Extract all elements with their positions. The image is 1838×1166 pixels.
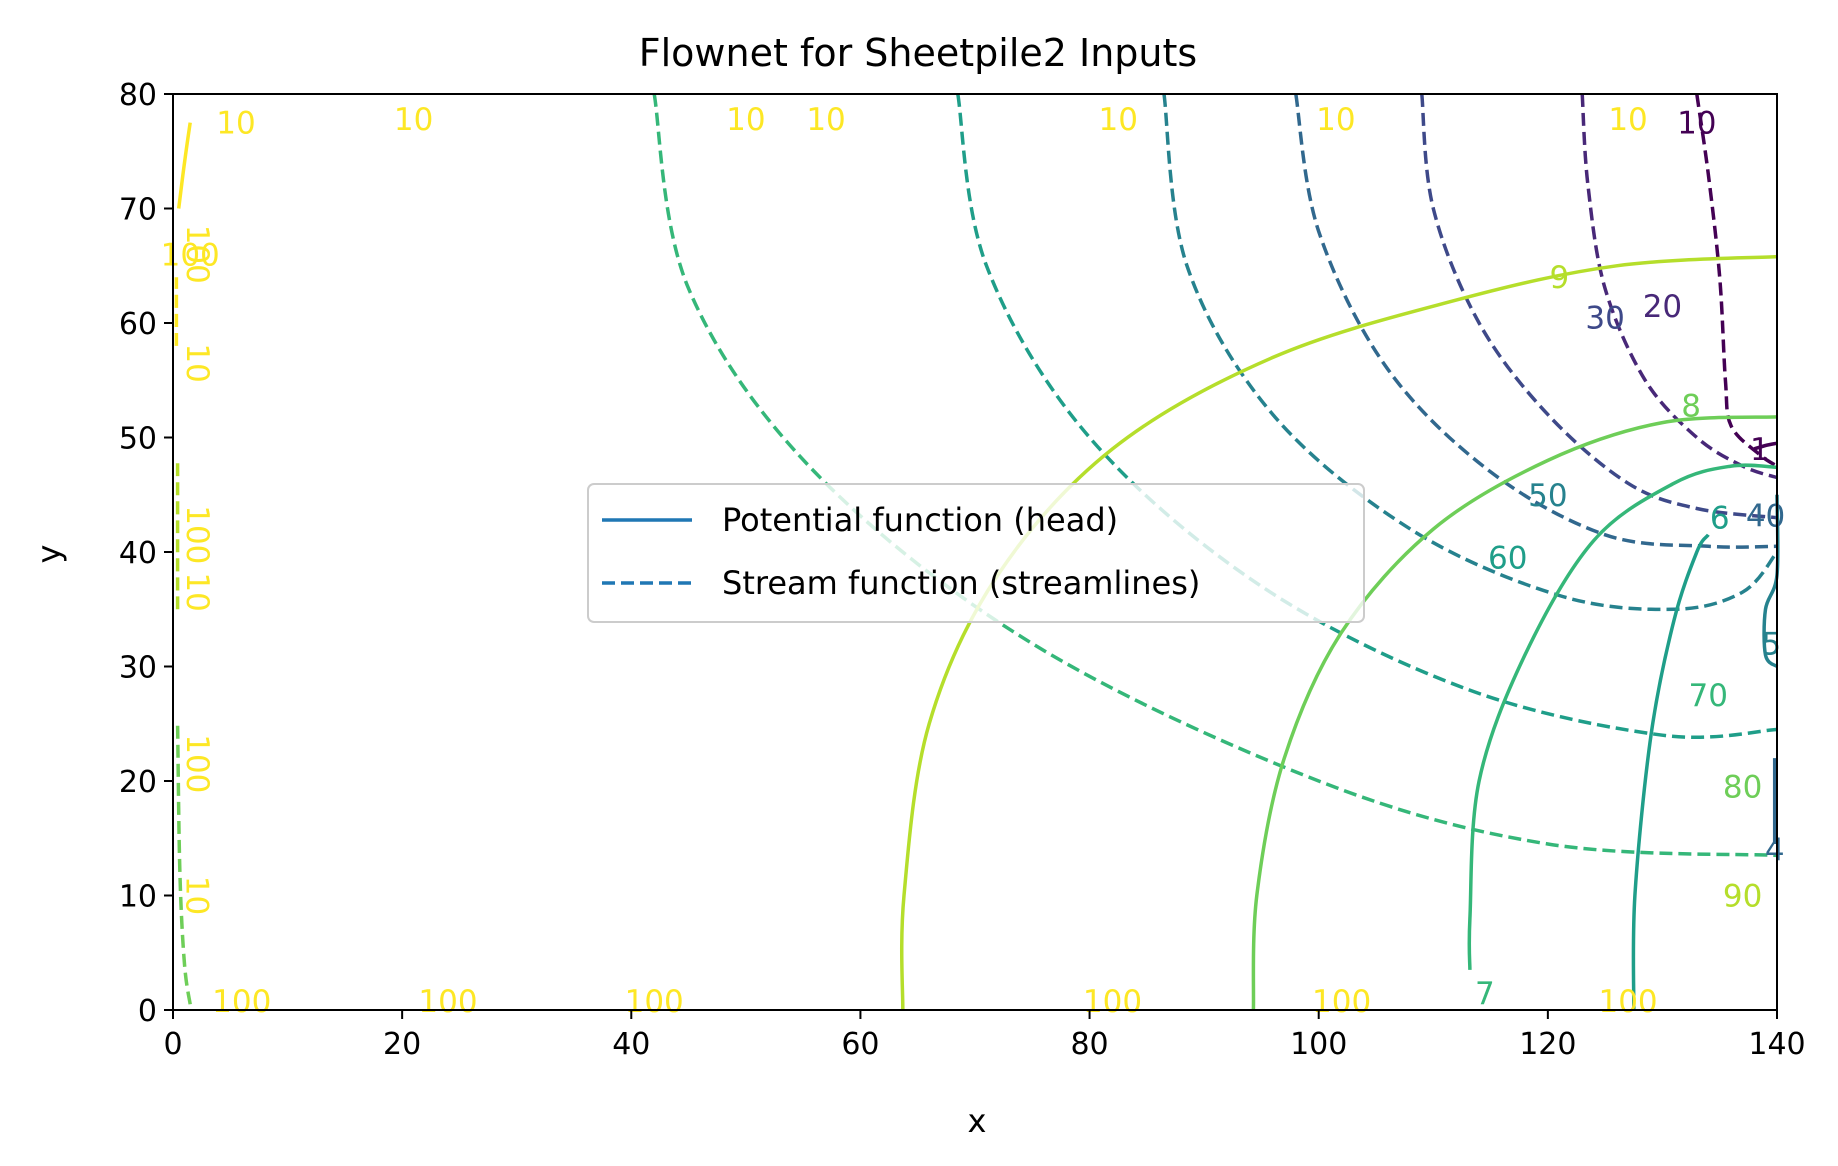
equipotential-line-10 <box>176 122 192 209</box>
x-tick-label: 60 <box>841 1027 879 1062</box>
x-tick-label: 120 <box>1519 1027 1576 1062</box>
edge-label-top: 10 <box>1098 102 1137 138</box>
y-tick-label: 20 <box>119 765 157 800</box>
edge-label-top: 10 <box>726 102 765 138</box>
equipotential-label-4: 4 <box>1765 833 1785 869</box>
streamline-50 <box>1162 93 1779 612</box>
equipotential-label-6: 6 <box>1710 501 1730 537</box>
y-tick-label: 10 <box>119 880 157 915</box>
y-tick-label: 80 <box>119 78 157 113</box>
edge-label-left: 10 <box>179 876 215 915</box>
edge-label-left: 10 <box>179 343 215 382</box>
equipotential-label-1: 1 <box>1750 432 1770 468</box>
chart-title: Flownet for Sheetpile2 Inputs <box>639 31 1197 75</box>
streamline-label-20: 20 <box>1643 289 1682 325</box>
x-tick-label: 20 <box>383 1027 421 1062</box>
streamline-80 <box>175 723 192 1005</box>
equipotential-label-10: 10 <box>216 106 255 142</box>
x-tick-label: 80 <box>1070 1027 1108 1062</box>
y-tick-label: 0 <box>138 994 157 1029</box>
edge-label-bottom: 100 <box>212 984 271 1020</box>
equipotential-label-5: 5 <box>1761 627 1781 663</box>
y-tick-label: 30 <box>119 651 157 686</box>
streamline-70 <box>652 93 1778 858</box>
edge-label-bottom: 100 <box>625 984 684 1020</box>
legend-box <box>587 483 1365 623</box>
equipotential-line-1 <box>1753 441 1778 451</box>
x-tick-label: 0 <box>163 1027 182 1062</box>
x-tick-label: 40 <box>612 1027 650 1062</box>
contour-lines <box>174 93 1780 1011</box>
edge-label-left: 10 <box>179 572 215 611</box>
edge-label-left: 100 <box>179 505 215 564</box>
edge-label-top: 10 <box>1316 102 1355 138</box>
streamline-label-30: 30 <box>1585 300 1624 336</box>
legend-label-stream: Stream function (streamlines) <box>722 564 1200 602</box>
y-tick-label: 50 <box>119 422 157 457</box>
equipotential-line-8 <box>1251 415 1778 1011</box>
y-axis-ticks: 0 10 20 30 40 50 60 70 80 <box>119 78 173 1029</box>
x-tick-label: 100 <box>1290 1027 1347 1062</box>
streamline-label-100: 100 <box>161 237 220 273</box>
x-axis-ticks: 0 20 40 60 80 100 120 140 <box>163 1010 1806 1062</box>
equipotential-label-7: 7 <box>1475 976 1495 1012</box>
streamline-label-10: 10 <box>1677 106 1716 142</box>
streamline-30 <box>1420 93 1778 520</box>
streamline-label-80: 80 <box>1723 770 1762 806</box>
y-axis-label: y <box>30 545 68 564</box>
edge-label-top: 10 <box>394 102 433 138</box>
edge-label-top: 10 <box>806 102 845 138</box>
edge-label-bottom: 100 <box>1083 984 1142 1020</box>
legend-label-potential: Potential function (head) <box>722 501 1118 539</box>
streamline-label-40: 40 <box>1746 498 1785 534</box>
streamline-label-90: 90 <box>1723 879 1762 915</box>
equipotential-label-9: 9 <box>1549 260 1569 296</box>
streamline-label-60: 60 <box>1488 541 1527 577</box>
edge-label-left: 100 <box>179 734 215 793</box>
edge-label-bottom: 100 <box>418 984 477 1020</box>
streamline-40 <box>1294 93 1778 549</box>
y-tick-label: 60 <box>119 307 157 342</box>
equipotential-line-9 <box>899 254 1778 1011</box>
y-tick-label: 40 <box>119 536 157 571</box>
streamline-10 <box>1695 93 1778 468</box>
x-tick-label: 140 <box>1748 1027 1805 1062</box>
equipotential-line-7 <box>1467 463 1778 970</box>
edge-label-bottom: 100 <box>1598 984 1657 1020</box>
streamline-label-50: 50 <box>1528 478 1567 514</box>
edge-label-top: 10 <box>1608 102 1647 138</box>
edge-label-left: 100 <box>179 225 215 284</box>
equipotential-label-8: 8 <box>1681 388 1701 424</box>
x-axis-label: x <box>968 1102 987 1140</box>
edge-label-bottom: 100 <box>1312 984 1371 1020</box>
legend: Potential function (head) Stream functio… <box>587 483 1365 623</box>
y-tick-label: 70 <box>119 193 157 228</box>
equipotential-line-6 <box>1631 533 1710 1011</box>
streamline-label-70: 70 <box>1689 678 1728 714</box>
